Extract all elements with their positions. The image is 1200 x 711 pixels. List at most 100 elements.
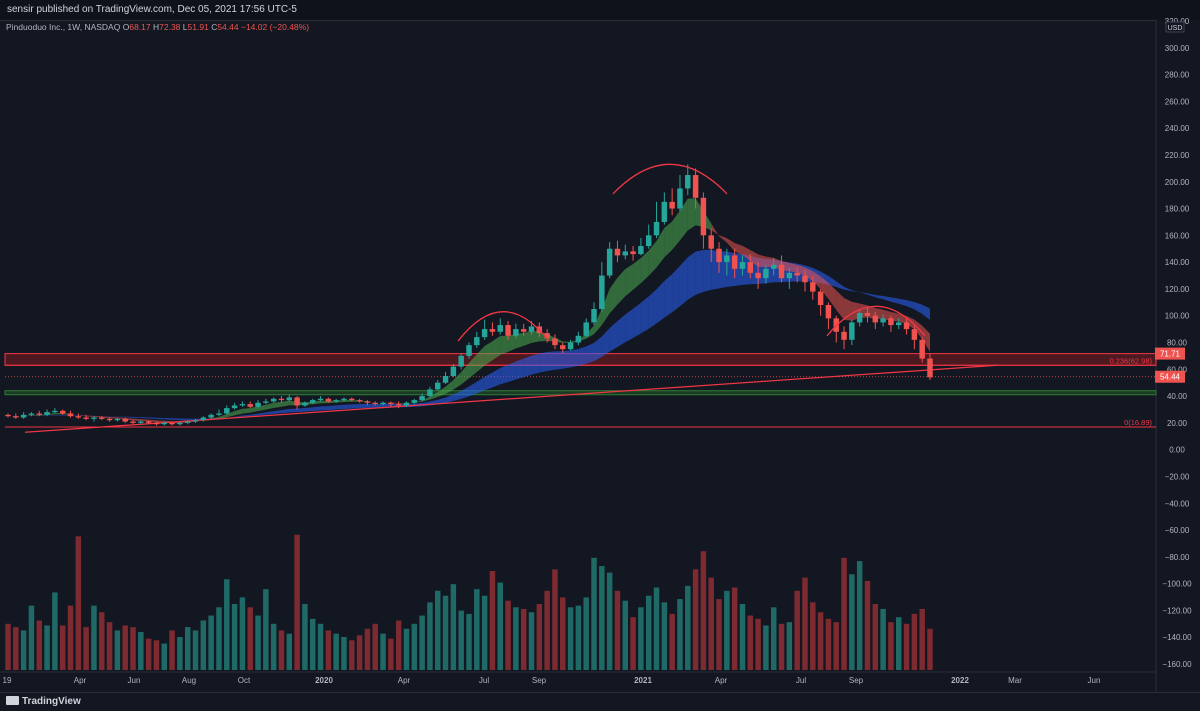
slow-ema-ribbon <box>524 356 532 378</box>
candle-body <box>810 282 815 291</box>
candle-body <box>919 340 924 359</box>
volume-bar <box>318 624 323 670</box>
candle-body <box>560 345 565 349</box>
candle-body <box>302 403 307 406</box>
slow-ema-ribbon <box>672 266 680 312</box>
x-tick-label: 2022 <box>951 676 969 685</box>
candle-body <box>474 337 479 345</box>
candle-body <box>341 399 346 400</box>
volume-bar <box>341 637 346 670</box>
candle-body <box>13 416 18 417</box>
candle-body <box>755 273 760 278</box>
volume-bar <box>716 599 721 670</box>
fast-ema-ribbon <box>508 334 516 352</box>
slow-ema-ribbon <box>485 373 493 391</box>
y-tick-label: 200.00 <box>1165 178 1190 187</box>
candle-body <box>677 188 682 208</box>
change-value: −14.02 (−20.48%) <box>241 22 309 32</box>
slow-ema-ribbon <box>602 328 610 357</box>
slow-ema-ribbon <box>328 405 336 410</box>
volume-bar <box>279 630 284 670</box>
candle-body <box>37 413 42 414</box>
volume-bar <box>849 574 854 670</box>
symbol-legend: Pinduoduo Inc., 1W, NASDAQ O68.17 H72.38… <box>6 22 309 32</box>
candle-body <box>208 415 213 418</box>
candle-body <box>521 329 526 332</box>
candle-body <box>880 318 885 322</box>
candle-body <box>552 338 557 345</box>
open-value: 68.17 <box>129 22 150 32</box>
candle-body <box>693 175 698 198</box>
volume-bar <box>451 584 456 670</box>
volume-bar <box>404 629 409 670</box>
volume-bar <box>708 578 713 670</box>
volume-bar <box>505 601 510 670</box>
fast-ema-ribbon <box>500 336 508 355</box>
slow-ema-ribbon <box>633 303 641 338</box>
candle-body <box>466 345 471 356</box>
volume-bar <box>826 619 831 670</box>
y-tick-label: −40.00 <box>1165 499 1190 508</box>
slow-ema-ribbon <box>563 350 571 368</box>
candle-body <box>130 422 135 423</box>
volume-bar <box>513 607 518 670</box>
candle-body <box>357 400 362 401</box>
candle-body <box>412 400 417 403</box>
tradingview-logo[interactable]: TradingView <box>6 696 81 707</box>
slow-ema-ribbon <box>461 387 469 399</box>
candle-body <box>841 332 846 340</box>
fast-ema-ribbon <box>649 241 657 276</box>
candle-body <box>201 418 206 421</box>
candle-body <box>68 413 73 416</box>
candle-body <box>529 326 534 331</box>
x-tick-label: 2021 <box>634 676 652 685</box>
candle-body <box>240 404 245 405</box>
volume-bar <box>216 607 221 670</box>
volume-bar <box>419 616 424 670</box>
y-tick-label: −80.00 <box>1165 553 1190 562</box>
slow-ema-ribbon <box>875 295 883 299</box>
candle-body <box>654 222 659 235</box>
price-chart[interactable]: 320.00300.00280.00260.00240.00220.00200.… <box>0 0 1200 692</box>
slow-ema-ribbon <box>899 299 907 306</box>
volume-bar <box>841 558 846 670</box>
candle-body <box>21 415 26 418</box>
slow-ema-ribbon <box>610 321 618 351</box>
fib-level-label: 0(16.89) <box>1124 418 1152 427</box>
volume-bar <box>357 635 362 670</box>
candle-body <box>904 322 909 329</box>
slow-ema-ribbon <box>641 296 649 333</box>
fast-ema-ribbon <box>610 278 618 314</box>
y-tick-label: 20.00 <box>1167 419 1188 428</box>
candle-body <box>615 249 620 256</box>
candle-body <box>802 276 807 283</box>
slow-ema-ribbon <box>367 404 375 408</box>
candle-body <box>162 423 167 424</box>
x-tick-label: Jun <box>128 676 141 685</box>
candle-body <box>107 419 112 420</box>
fast-ema-ribbon <box>727 238 735 251</box>
slow-ema-ribbon <box>852 290 860 292</box>
volume-bar <box>638 607 643 670</box>
slow-ema-ribbon <box>883 296 891 302</box>
candle-body <box>927 359 932 378</box>
volume-bar <box>302 604 307 670</box>
volume-bar <box>677 599 682 670</box>
y-tick-label: −60.00 <box>1165 526 1190 535</box>
resistance-price-label: 71.71 <box>1160 350 1181 359</box>
volume-bar <box>310 619 315 670</box>
candle-body <box>576 336 581 343</box>
slow-ema-ribbon <box>321 406 329 411</box>
volume-bar <box>552 569 557 670</box>
slow-ema-ribbon <box>664 274 672 317</box>
volume-bar <box>177 637 182 670</box>
volume-bar <box>490 571 495 670</box>
volume-bar <box>576 606 581 670</box>
volume-bar <box>560 597 565 670</box>
volume-bar <box>52 592 57 670</box>
y-tick-label: 300.00 <box>1165 44 1190 53</box>
volume-bar <box>779 624 784 670</box>
candle-body <box>287 397 292 400</box>
volume-bar <box>818 612 823 670</box>
candle-body <box>732 255 737 268</box>
